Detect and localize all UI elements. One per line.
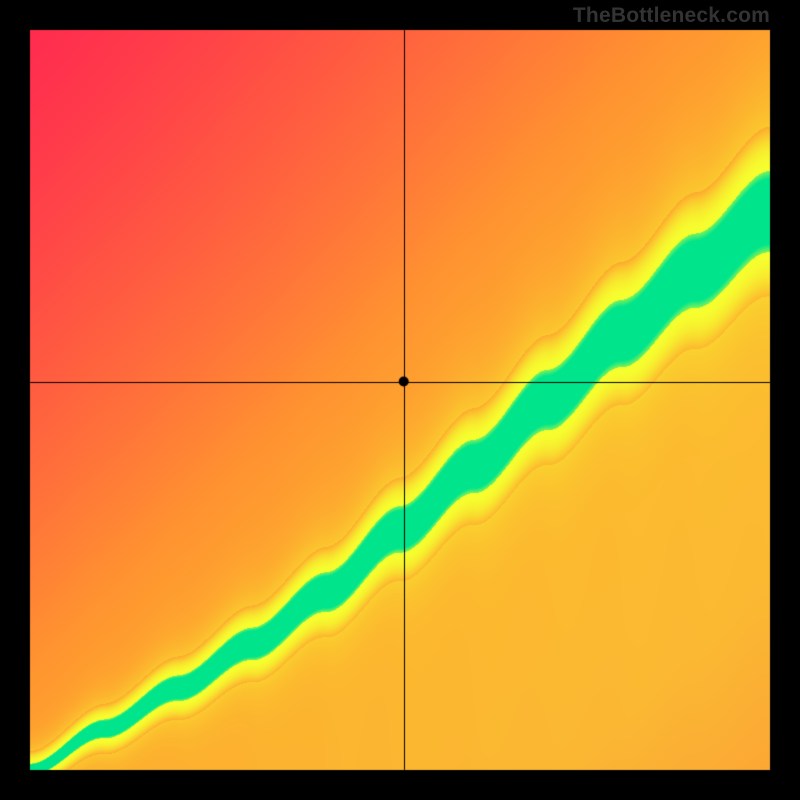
watermark-label: TheBottleneck.com [573,4,770,28]
crosshair-overlay [0,0,800,800]
chart-container: TheBottleneck.com [0,0,800,800]
